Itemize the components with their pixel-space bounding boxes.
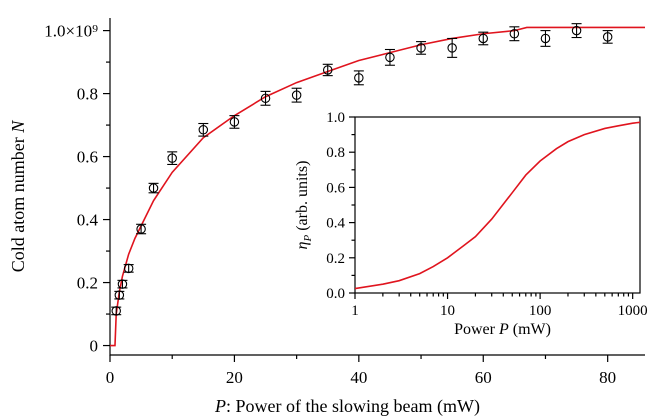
main-y-label-symbol: N (8, 120, 28, 134)
inset-y-tick-label: 0.0 (326, 286, 345, 302)
inset-y-label-text: (arb. units) (294, 161, 311, 235)
main-data-point (478, 33, 489, 44)
inset-x-axis-label: Power P (mW) (454, 321, 551, 338)
main-data-point (571, 25, 582, 36)
main-y-tick-label: 0.2 (77, 274, 98, 293)
main-y-axis-label: Cold atom number N (8, 120, 28, 272)
main-x-label-symbol: P (214, 396, 226, 416)
main-data-point (136, 224, 146, 234)
inset-x-tick-label: 1000 (618, 303, 648, 319)
inset-y-label-eta: η (294, 241, 311, 249)
main-x-label-text: : Power of the slowing beam (mW) (226, 396, 480, 417)
inset-x-label-text: Power (454, 321, 499, 338)
inset-efficiency-curve (354, 121, 641, 290)
inset-x-label-symbol: P (498, 321, 509, 338)
main-x-tick-label: 20 (226, 368, 243, 387)
main-data-point (260, 93, 271, 104)
main-x-tick-label: 80 (599, 368, 616, 387)
main-x-tick-label: 0 (106, 368, 115, 387)
inset-y-tick-label: 1.0 (326, 110, 345, 126)
main-x-tick-label: 40 (350, 368, 367, 387)
inset-y-label-sub: P (302, 235, 314, 243)
main-data-point (509, 28, 520, 39)
main-x-axis-label: P: Power of the slowing beam (mW) (214, 396, 480, 417)
inset-plot: 1 10 100 1000 0.0 0.2 0.4 0.6 0.8 1.0 Power P (mW)… (294, 110, 648, 338)
main-data-point (111, 306, 121, 316)
inset-y-tick-label: 0.6 (326, 180, 345, 196)
main-y-tick-label: 0.8 (77, 85, 98, 104)
inset-x-label-unit: (mW) (509, 321, 551, 338)
main-data-point (322, 65, 333, 75)
main-y-tick-label: 0.4 (77, 211, 99, 230)
inset-y-axis-label: ηP (arb. units) (294, 161, 314, 250)
main-data-point (123, 263, 134, 274)
main-y-label-text: Cold atom number (8, 133, 28, 272)
inset-y-tick-label: 0.4 (326, 216, 345, 232)
inset-x-tick-label: 1 (351, 303, 359, 319)
inset-x-tick-label: 100 (529, 303, 552, 319)
main-data-point (198, 125, 209, 135)
main-data-point (291, 90, 302, 100)
main-fit-curve (110, 26, 645, 347)
inset-y-tick-label: 0.8 (326, 145, 345, 161)
main-data-point (385, 52, 395, 63)
main-data-point (148, 183, 159, 193)
main-x-tick-label: 60 (475, 368, 492, 387)
inset-frame (354, 116, 641, 294)
main-data-point (354, 73, 364, 83)
inset-x-tick-label: 10 (440, 303, 455, 319)
main-data-point (117, 279, 128, 289)
main-y-tick-label: 1.0×10⁹ (44, 22, 98, 41)
main-data-point (167, 153, 177, 163)
main-data-point (416, 43, 426, 53)
main-y-tick-label: 0.6 (77, 148, 98, 167)
main-data-point (229, 117, 240, 127)
main-data-point (447, 43, 457, 53)
main-data-point (114, 290, 125, 300)
inset-y-tick-label: 0.2 (326, 251, 345, 267)
main-data-point (602, 32, 613, 42)
main-data-point (540, 33, 551, 44)
main-y-tick-label: 0 (90, 337, 99, 356)
